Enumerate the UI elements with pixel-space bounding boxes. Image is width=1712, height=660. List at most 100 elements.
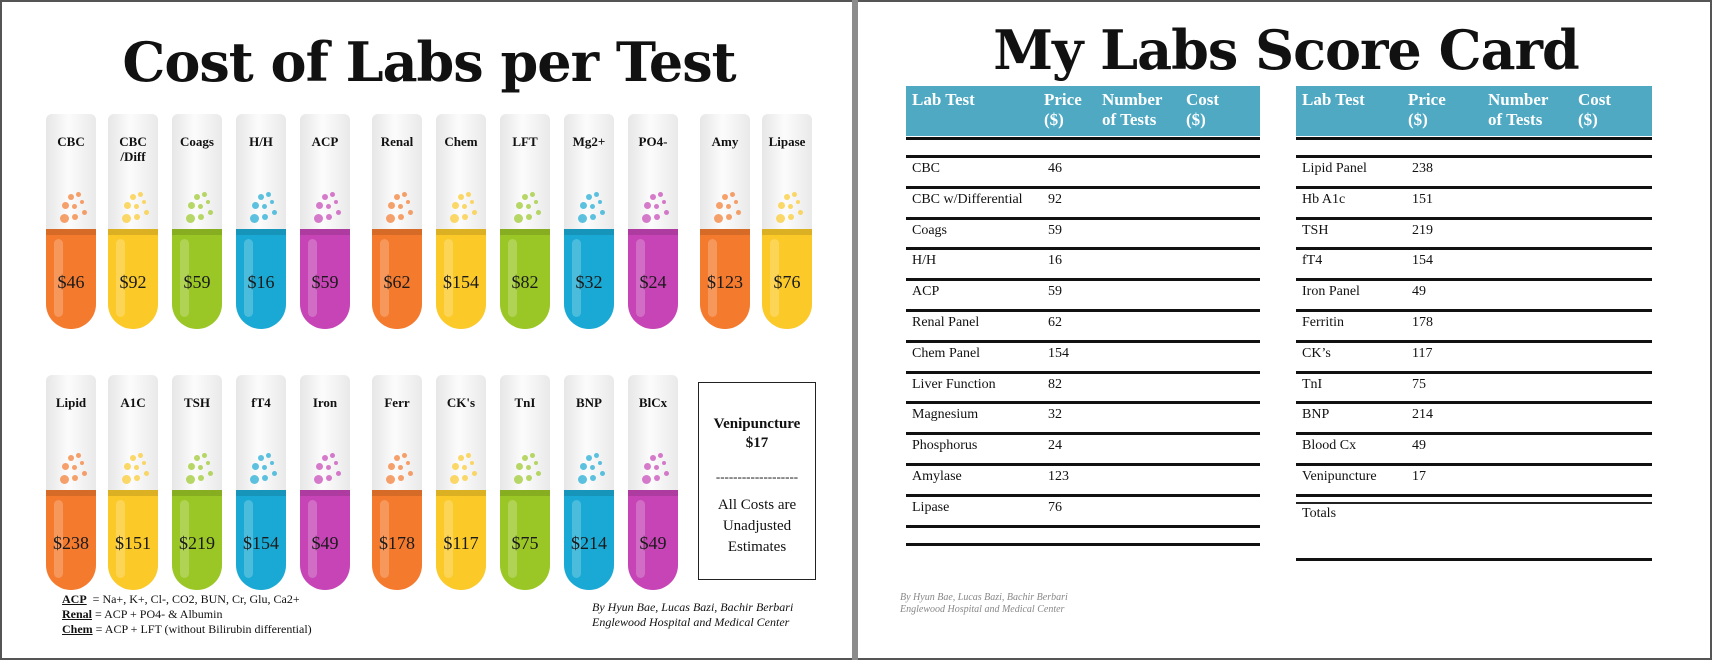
author-credit: By Hyun Bae, Lucas Bazi, Bachir Berbari … xyxy=(900,592,1068,616)
row-rule xyxy=(1296,463,1652,466)
tube-label: CBC xyxy=(57,134,85,149)
price-cell: 214 xyxy=(1412,407,1433,423)
lab-test-cell: H/H xyxy=(912,253,937,269)
tube-price: $24 xyxy=(639,272,667,292)
tube-liquid xyxy=(372,490,422,590)
price-cell: 16 xyxy=(1048,253,1062,269)
author-credit: By Hyun Bae, Lucas Bazi, Bachir Berbari … xyxy=(592,600,793,630)
tube-label: CK's xyxy=(446,395,476,410)
tube-price: $219 xyxy=(179,533,215,553)
test-tube: Amy $123 xyxy=(700,114,750,329)
estimate-note: All Costs are Unadjusted Estimates xyxy=(717,497,797,555)
table-header: Lab Test Price ($) Number of Tests Cost ($) xyxy=(906,86,1260,136)
tube-liquid xyxy=(564,229,614,329)
tube-liquid xyxy=(108,229,158,329)
bubbles-icon xyxy=(386,192,416,226)
bubbles-icon xyxy=(514,453,544,487)
lab-test-cell: ACP xyxy=(912,284,940,300)
lab-test-cell: TSH xyxy=(1302,222,1329,238)
test-tube: Coags $59 xyxy=(172,114,222,329)
test-tube: Chem $154 xyxy=(436,114,486,329)
row-rule xyxy=(1296,155,1652,158)
row-rule xyxy=(1296,185,1652,189)
tube-label: BNP xyxy=(576,395,602,410)
definition-text: = ACP + LFT (without Bilirubin different… xyxy=(92,622,312,636)
bubbles-icon xyxy=(578,192,608,226)
row-rule xyxy=(1296,432,1652,436)
row-rule xyxy=(1296,493,1652,497)
tube-liquid xyxy=(172,490,222,590)
test-tube: Renal $62 xyxy=(372,114,422,329)
tube-label: Chem xyxy=(444,134,478,149)
test-tube: Lipid $238 xyxy=(46,375,96,590)
tube-label: TSH xyxy=(183,395,210,410)
tube-price: $59 xyxy=(183,272,211,292)
score-table-left: Lab Test Price ($) Number of Tests Cost ($)… xyxy=(906,86,1260,586)
tube-label: Coags xyxy=(180,134,214,149)
row-rule xyxy=(1296,216,1652,220)
price-cell: 49 xyxy=(1412,438,1426,454)
tube-label: CBC /Diff xyxy=(119,134,147,164)
tube-liquid xyxy=(436,490,486,590)
price-cell: 17 xyxy=(1412,469,1426,484)
column-header: Price ($) xyxy=(1408,90,1446,129)
tube-label: Lipase xyxy=(768,134,806,149)
lab-test-cell: Renal Panel xyxy=(912,315,980,330)
price-cell: 82 xyxy=(1048,376,1062,392)
price-cell: 154 xyxy=(1412,253,1433,269)
lab-test-cell: CBC xyxy=(912,161,941,176)
price-cell: 154 xyxy=(1048,345,1069,361)
tube-label: BlCx xyxy=(638,395,668,410)
definition-term: Chem xyxy=(62,622,93,636)
row-rule xyxy=(906,493,1260,497)
column-header: Cost ($) xyxy=(1186,90,1220,129)
column-header: Lab Test xyxy=(1302,90,1365,109)
bubbles-icon xyxy=(186,453,216,487)
lab-test-cell: Magnesium xyxy=(912,407,979,423)
bubbles-icon xyxy=(578,453,608,487)
row-rule xyxy=(1296,247,1652,251)
test-tube: TSH $219 xyxy=(172,375,222,590)
price-cell: 123 xyxy=(1048,469,1069,484)
tube-price: $154 xyxy=(243,533,279,553)
price-cell: 178 xyxy=(1412,315,1433,330)
price-cell: 117 xyxy=(1412,345,1433,361)
column-header: Price ($) xyxy=(1044,90,1082,129)
tube-price: $46 xyxy=(57,272,85,292)
tube-liquid xyxy=(46,229,96,329)
tube-price: $32 xyxy=(575,272,603,292)
test-tube: BNP $214 xyxy=(564,375,614,590)
row-rule xyxy=(906,278,1260,282)
tube-label: Iron xyxy=(312,395,338,410)
tube-liquid xyxy=(236,490,286,590)
tube-price: $76 xyxy=(773,272,801,292)
lab-test-cell: CK’s xyxy=(1302,345,1331,361)
lab-test-cell: TnI xyxy=(1302,376,1323,392)
tube-liquid xyxy=(236,229,286,329)
bubbles-icon xyxy=(642,192,672,226)
bubbles-icon xyxy=(450,453,480,487)
bubbles-icon xyxy=(450,192,480,226)
price-cell: 151 xyxy=(1412,191,1433,207)
bubbles-icon xyxy=(60,192,90,226)
venipuncture-box: Venipuncture $17 ------------------- All… xyxy=(698,382,816,580)
column-header: Lab Test xyxy=(912,90,975,109)
tube-label: Mg2+ xyxy=(572,134,606,149)
price-cell: 76 xyxy=(1048,499,1062,515)
row-rule xyxy=(906,155,1260,158)
price-cell: 92 xyxy=(1048,191,1062,207)
tube-price: $151 xyxy=(115,533,151,553)
abbreviation-definitions: ACP = Na+, K+, Cl-, CO2, BUN, Cr, Glu, C… xyxy=(62,592,312,637)
bubbles-icon xyxy=(250,192,280,226)
tube-label: LFT xyxy=(512,134,538,149)
row-rule xyxy=(1296,557,1652,561)
tube-price: $16 xyxy=(247,272,275,292)
price-cell: 32 xyxy=(1048,407,1062,423)
test-tube: BlCx $49 xyxy=(628,375,678,590)
tube-price: $214 xyxy=(571,533,607,553)
definition-line: ACP = Na+, K+, Cl-, CO2, BUN, Cr, Glu, C… xyxy=(62,592,312,607)
tube-liquid xyxy=(500,229,550,329)
row-rule xyxy=(906,339,1260,343)
price-cell: 62 xyxy=(1048,315,1062,330)
tube-liquid xyxy=(564,490,614,590)
